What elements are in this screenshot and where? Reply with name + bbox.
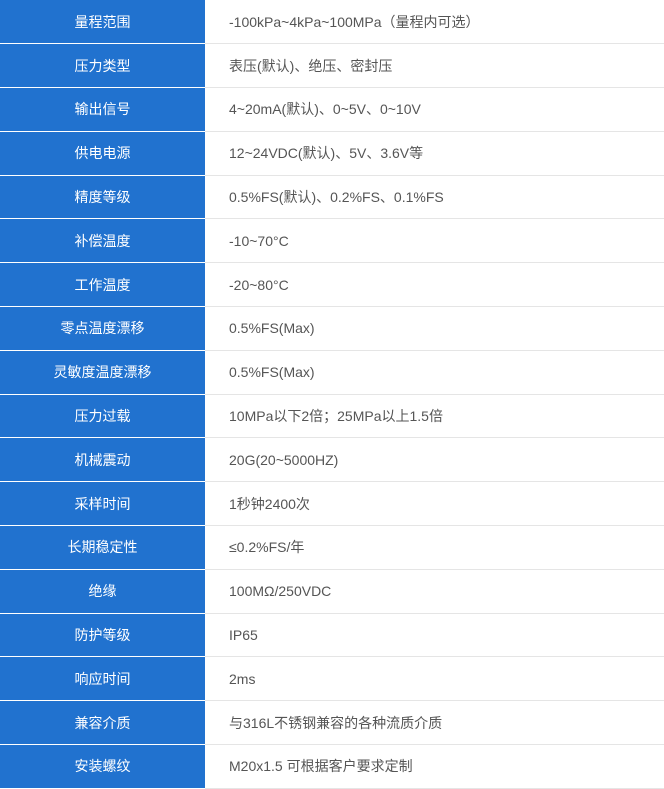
- table-row: 工作温度-20~80°C: [0, 263, 664, 307]
- spec-label: 补偿温度: [0, 219, 205, 263]
- table-row: 输出信号4~20mA(默认)、0~5V、0~10V: [0, 88, 664, 132]
- spec-value: 0.5%FS(Max): [205, 307, 664, 351]
- table-row: 兼容介质与316L不锈钢兼容的各种流质介质: [0, 701, 664, 745]
- spec-label: 精度等级: [0, 175, 205, 219]
- spec-value: IP65: [205, 613, 664, 657]
- table-row: 零点温度漂移0.5%FS(Max): [0, 307, 664, 351]
- spec-value: 2ms: [205, 657, 664, 701]
- spec-value: 20G(20~5000HZ): [205, 438, 664, 482]
- spec-label: 零点温度漂移: [0, 307, 205, 351]
- spec-value: 12~24VDC(默认)、5V、3.6V等: [205, 131, 664, 175]
- spec-label: 长期稳定性: [0, 526, 205, 570]
- spec-label: 工作温度: [0, 263, 205, 307]
- table-row: 压力类型表压(默认)、绝压、密封压: [0, 44, 664, 88]
- spec-value: 与316L不锈钢兼容的各种流质介质: [205, 701, 664, 745]
- spec-label: 量程范围: [0, 0, 205, 44]
- table-row: 量程范围-100kPa~4kPa~100MPa（量程内可选）: [0, 0, 664, 44]
- spec-value: 0.5%FS(默认)、0.2%FS、0.1%FS: [205, 175, 664, 219]
- spec-label: 供电电源: [0, 131, 205, 175]
- table-row: 供电电源12~24VDC(默认)、5V、3.6V等: [0, 131, 664, 175]
- table-row: 机械震动20G(20~5000HZ): [0, 438, 664, 482]
- spec-table: 量程范围-100kPa~4kPa~100MPa（量程内可选）压力类型表压(默认)…: [0, 0, 664, 789]
- spec-value: ≤0.2%FS/年: [205, 526, 664, 570]
- spec-value: 表压(默认)、绝压、密封压: [205, 44, 664, 88]
- table-row: 补偿温度-10~70°C: [0, 219, 664, 263]
- table-row: 绝缘100MΩ/250VDC: [0, 569, 664, 613]
- table-row: 压力过载10MPa以下2倍；25MPa以上1.5倍: [0, 394, 664, 438]
- spec-value: M20x1.5 可根据客户要求定制: [205, 745, 664, 789]
- table-row: 灵敏度温度漂移0.5%FS(Max): [0, 350, 664, 394]
- spec-value: 10MPa以下2倍；25MPa以上1.5倍: [205, 394, 664, 438]
- table-row: 长期稳定性≤0.2%FS/年: [0, 526, 664, 570]
- table-row: 精度等级0.5%FS(默认)、0.2%FS、0.1%FS: [0, 175, 664, 219]
- spec-label: 安装螺纹: [0, 745, 205, 789]
- spec-label: 防护等级: [0, 613, 205, 657]
- spec-table-body: 量程范围-100kPa~4kPa~100MPa（量程内可选）压力类型表压(默认)…: [0, 0, 664, 788]
- table-row: 采样时间1秒钟2400次: [0, 482, 664, 526]
- spec-label: 压力类型: [0, 44, 205, 88]
- spec-label: 输出信号: [0, 88, 205, 132]
- spec-value: 100MΩ/250VDC: [205, 569, 664, 613]
- spec-label: 压力过载: [0, 394, 205, 438]
- spec-label: 响应时间: [0, 657, 205, 701]
- spec-value: 1秒钟2400次: [205, 482, 664, 526]
- spec-label: 兼容介质: [0, 701, 205, 745]
- spec-label: 灵敏度温度漂移: [0, 350, 205, 394]
- spec-value: -10~70°C: [205, 219, 664, 263]
- table-row: 防护等级IP65: [0, 613, 664, 657]
- spec-label: 机械震动: [0, 438, 205, 482]
- spec-value: -100kPa~4kPa~100MPa（量程内可选）: [205, 0, 664, 44]
- table-row: 安装螺纹M20x1.5 可根据客户要求定制: [0, 745, 664, 789]
- spec-value: 0.5%FS(Max): [205, 350, 664, 394]
- spec-value: -20~80°C: [205, 263, 664, 307]
- spec-value: 4~20mA(默认)、0~5V、0~10V: [205, 88, 664, 132]
- spec-label: 绝缘: [0, 569, 205, 613]
- table-row: 响应时间2ms: [0, 657, 664, 701]
- spec-label: 采样时间: [0, 482, 205, 526]
